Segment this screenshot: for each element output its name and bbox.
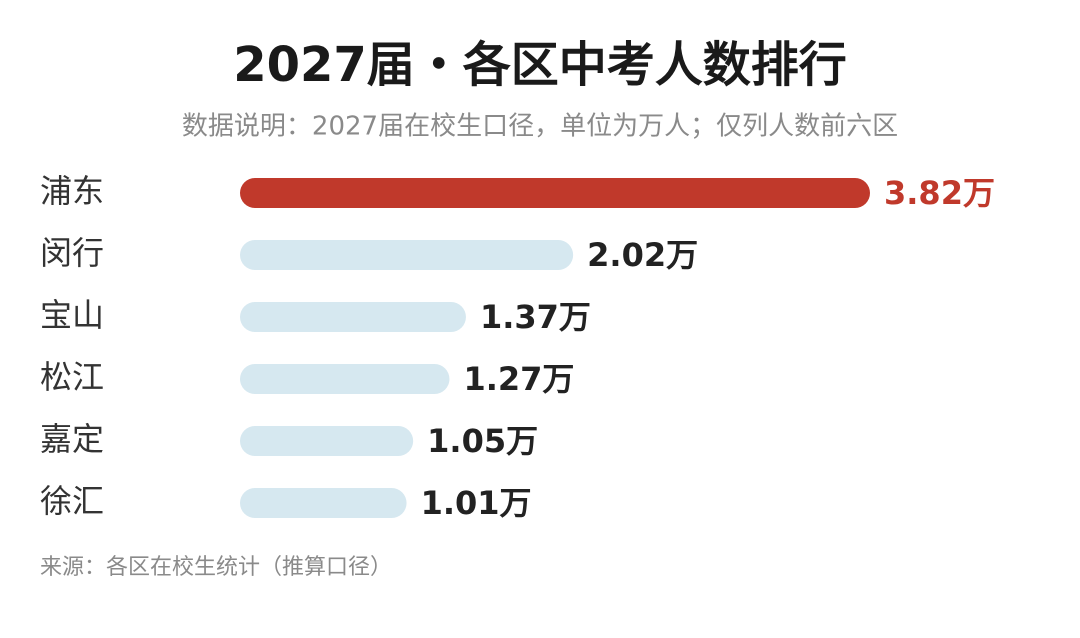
bar [240, 488, 407, 518]
bar [240, 364, 450, 394]
bar [240, 426, 414, 456]
category-label: 浦东 [40, 172, 104, 210]
value-label: 2.02万 [587, 236, 698, 274]
category-label: 嘉定 [40, 420, 104, 458]
category-label: 松江 [40, 358, 104, 396]
source-note: 来源：各区在校生统计（推算口径） [40, 555, 392, 580]
value-label: 3.82万 [884, 174, 995, 212]
bar [240, 240, 574, 270]
bar [240, 302, 466, 332]
bar [240, 178, 870, 208]
chart-title: 2027届・各区中考人数排行 [233, 37, 847, 93]
value-label: 1.27万 [463, 360, 574, 398]
value-label: 1.01万 [421, 484, 532, 522]
value-label: 1.37万 [480, 298, 591, 336]
chart-subtitle: 数据说明：2027届在校生口径，单位为万人；仅列人数前六区 [182, 112, 898, 142]
value-label: 1.05万 [427, 422, 538, 460]
category-label: 徐汇 [40, 482, 104, 520]
category-label: 宝山 [40, 296, 104, 334]
category-label: 闵行 [40, 234, 104, 272]
